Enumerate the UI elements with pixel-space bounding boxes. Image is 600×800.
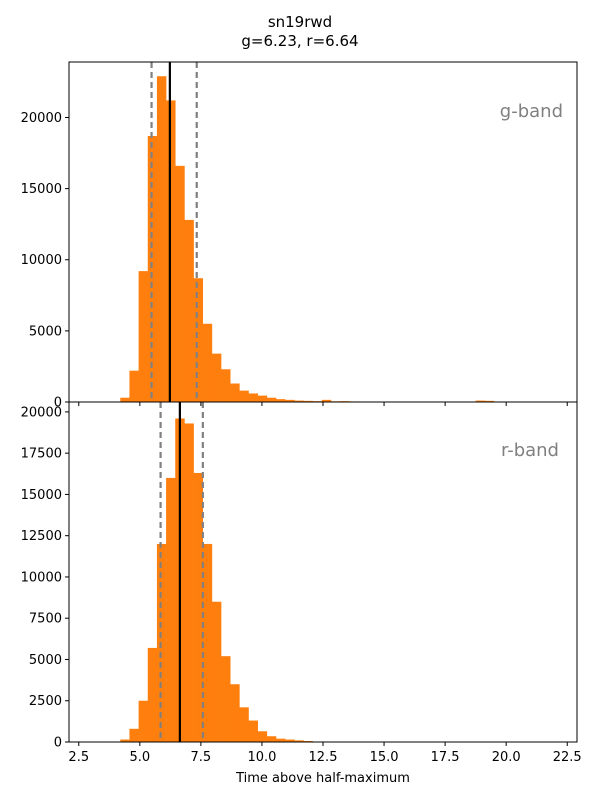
x-tick-label: 15.0 [370,750,399,765]
shared-x-axis: 2.5 5.0 7.5 10.0 12.5 15.0 17.5 20.0 22.5 [68,402,582,765]
g-y-tick-label: 10000 [21,253,62,268]
g-histogram-bar [475,400,486,402]
g-y-tick-label: 15000 [21,182,62,197]
chart-title-line-1: sn19rwd [268,13,332,31]
x-tick-label: 7.5 [191,750,212,765]
x-tick-label: 12.5 [309,750,338,765]
g-histogram-bar [239,390,249,402]
x-tick-label: 22.5 [553,750,582,765]
r-y-tick-label: 7500 [29,612,62,627]
r-y-tick-label: 0 [54,736,62,751]
r-y-tick-label: 2500 [29,694,62,709]
r-histogram-bar [230,684,240,742]
g-histogram-bar [303,400,313,402]
g-histogram-bar [138,271,149,402]
r-histogram-bar [166,477,176,742]
g-histogram-bar [275,399,286,402]
x-tick-label: 2.5 [68,750,89,765]
g-histogram-bar [184,219,194,402]
g-band-label: g-band [500,101,563,122]
g-histogram-bar [221,369,231,402]
g-histogram-bar [156,76,167,402]
g-histogram-bar [484,400,495,402]
r-histogram-bar [120,739,130,742]
x-tick-label: 5.0 [129,750,150,765]
r-histogram-bar [138,700,149,742]
chart-title-line-2: g=6.23, r=6.64 [241,32,358,50]
r-histogram-bar [202,543,213,742]
g-histogram-bar [147,135,158,402]
x-tick-label: 20.0 [492,750,521,765]
g-histogram-bar [175,165,185,402]
g-y-tick-label: 20000 [21,111,62,126]
r-histogram-bar [184,423,194,742]
r-histogram-bar [266,736,277,742]
r-histogram-bar [211,601,222,742]
g-histogram-bar [266,397,277,402]
g-histogram-bar [211,353,222,402]
r-y-tick-label: 20000 [21,405,62,420]
r-histogram-bar [285,739,295,742]
r-histogram-bar [193,472,204,742]
g-histogram-bar [285,399,295,402]
r-y-tick-label: 15000 [21,488,62,503]
g-histogram-bar [257,395,268,402]
g-histogram-bar [321,399,332,402]
x-tick-label: 10.0 [247,750,276,765]
r-band-label: r-band [501,440,559,461]
r-histogram-bar [239,707,249,742]
g-histogram-bar [202,323,213,402]
r-histogram-bar [248,720,258,742]
g-histogram-bar [193,278,204,402]
r-histogram-bar [129,728,139,742]
g-histogram-bar [230,383,240,402]
g-y-tick-label: 0 [54,396,62,411]
r-y-tick-label: 10000 [21,570,62,585]
r-histogram-bar [147,647,158,742]
g-y-tick-label: 5000 [29,324,62,339]
r-histogram-bar [294,740,304,742]
r-y-tick-label: 12500 [21,529,62,544]
r-histogram-bar [221,656,231,742]
r-band-panel: 0 2500 5000 7500 10000 12500 15000 17500 20000 r-… [21,401,578,751]
r-y-tick-label: 5000 [29,653,62,668]
r-y-tick-label: 17500 [21,447,62,462]
x-axis-label: Time above half-maximum [235,771,410,786]
g-histogram-bar [294,400,304,402]
r-histogram-bar [257,731,268,742]
r-histogram-bar [275,738,286,742]
g-histogram-bar [248,393,258,402]
g-histogram-bar [129,370,139,402]
g-histogram-bar [120,397,130,402]
x-tick-label: 17.5 [431,750,460,765]
g-band-panel: 0 5000 10000 15000 20000 g-band [21,61,578,411]
